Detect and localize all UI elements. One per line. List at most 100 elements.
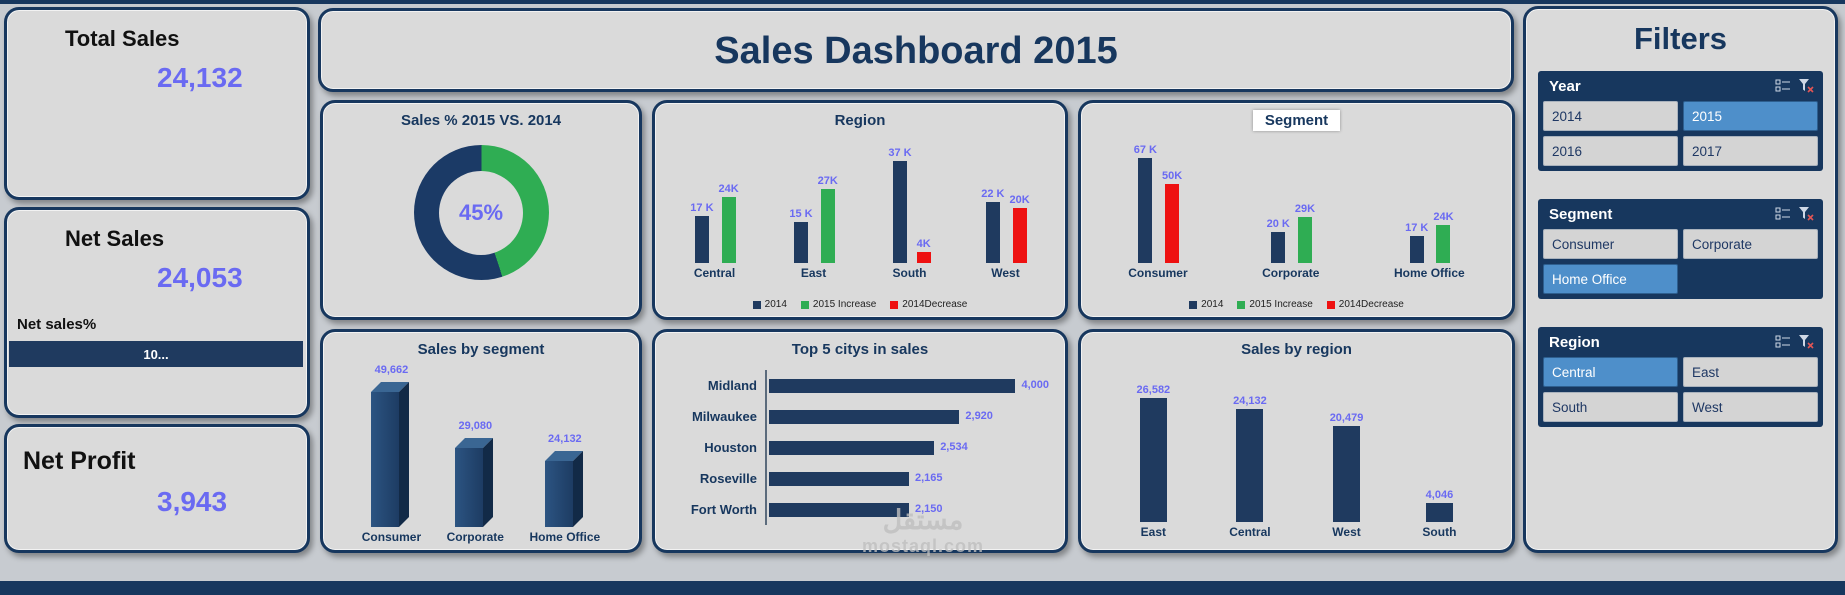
- clear-filter-icon[interactable]: [1798, 206, 1814, 222]
- bar-value-label: 2,534: [940, 440, 968, 453]
- clear-filter-icon[interactable]: [1798, 78, 1814, 94]
- slicer-region: Region Central East South West: [1538, 327, 1823, 427]
- bar-row: Fort Worth 2,150: [665, 494, 1049, 525]
- bar-rect: [1165, 184, 1180, 263]
- bar-face-front: [371, 392, 400, 527]
- bar-rect: [985, 202, 1000, 263]
- bar-3d: 29,080: [455, 359, 495, 527]
- slicer-segment-label: Segment: [1549, 205, 1613, 223]
- bottom-border-strip: [0, 581, 1845, 595]
- bar-group: 67 K 50K Consumer: [1128, 135, 1187, 280]
- bar-rect: [1333, 426, 1361, 522]
- slicer-region-header: Region: [1543, 327, 1818, 357]
- slicer-year-label: Year: [1549, 77, 1581, 95]
- bars: 20,479: [1330, 364, 1363, 522]
- slicer-options-1: Consumer Corporate Home Office: [1543, 229, 1818, 294]
- bar-value-label: 37 K: [888, 147, 912, 159]
- bar-rect: [721, 197, 736, 263]
- bar: 17 K: [1405, 222, 1428, 263]
- bar: 26,582: [1137, 384, 1170, 522]
- bar: 20,479: [1330, 412, 1363, 522]
- clear-filter-icon[interactable]: [1798, 334, 1814, 350]
- multiselect-icon[interactable]: [1775, 334, 1791, 350]
- filters-title: Filters: [1633, 21, 1728, 56]
- bar-rect: [892, 161, 907, 263]
- bar-rect: [769, 502, 909, 517]
- bars: 67 K 50K: [1134, 135, 1182, 263]
- filter-option-2014[interactable]: 2014: [1543, 101, 1678, 131]
- bar-row: Roseville 2,165: [665, 463, 1049, 494]
- category-label: Central: [693, 266, 736, 280]
- bar: 4K: [917, 238, 931, 263]
- category-label: Home Office: [1394, 266, 1465, 280]
- bar-value-label: 27K: [817, 175, 838, 187]
- bar: 24K: [719, 183, 739, 263]
- legend-label: 2015 Increase: [1249, 299, 1313, 310]
- bar-value-label: 29,080: [458, 420, 493, 432]
- segment-chart-body: 67 K 50K Consumer 20 K 29K Corporate 17 K 24K Ho…: [1081, 129, 1512, 280]
- bar-face-side: [483, 438, 494, 527]
- segment-chart-panel: Segment 67 K 50K Consumer 20 K 29K Corporate 1…: [1078, 100, 1515, 320]
- filter-option-2016[interactable]: 2016: [1543, 136, 1678, 166]
- kpi-net-profit-label: Net Profit: [23, 447, 136, 475]
- bar-value-label: 2,150: [915, 502, 943, 515]
- filter-option-2017[interactable]: 2017: [1683, 136, 1818, 166]
- donut-hole: 45%: [439, 170, 523, 255]
- bar-rect: [1425, 503, 1453, 522]
- bar-row: Houston 2,534: [665, 432, 1049, 463]
- filter-option-east[interactable]: East: [1683, 357, 1818, 387]
- multiselect-icon[interactable]: [1775, 78, 1791, 94]
- legend-swatch: [1237, 300, 1246, 309]
- legend-item: 2015 Increase: [1237, 299, 1313, 310]
- bars: 17 K 24K: [690, 135, 739, 263]
- bar-group: 17 K 24K Central: [690, 135, 738, 280]
- bar-row: Midland 4,000: [665, 370, 1049, 401]
- filter-option-south[interactable]: South: [1543, 392, 1678, 422]
- filter-option-central[interactable]: Central: [1543, 357, 1678, 387]
- slicer-segment-icons: [1775, 206, 1814, 222]
- legend-swatch: [752, 300, 761, 309]
- top5-cities-title: Top 5 citys in sales: [791, 341, 929, 358]
- kpi-total-sales-label: Total Sales: [65, 26, 180, 51]
- bar-3d: 49,662: [371, 359, 411, 527]
- bar-rect: [1297, 217, 1312, 263]
- bar-value-label: 50K: [1161, 170, 1183, 182]
- donut-chart-panel: Sales % 2015 VS. 2014 45%: [320, 100, 642, 320]
- category-label: East: [800, 266, 827, 280]
- filter-option-consumer[interactable]: Consumer: [1543, 229, 1678, 259]
- bars: 37 K 4K: [888, 135, 931, 263]
- bar: 29K: [1295, 203, 1315, 263]
- legend-label: 2014Decrease: [1338, 299, 1404, 310]
- bar: 4,046: [1425, 489, 1453, 522]
- bar-rect: [1138, 158, 1153, 263]
- bar-rect: [1409, 236, 1424, 263]
- bar-value-label: 22 K: [981, 188, 1005, 200]
- bar-value-label: 2,920: [965, 409, 993, 422]
- chart-legend: 2014 2015 Increase 2014Decrease: [1081, 299, 1512, 310]
- sales-by-region-title: Sales by region: [1241, 341, 1352, 358]
- filter-option-west[interactable]: West: [1683, 392, 1818, 422]
- filter-option-home-office[interactable]: Home Office: [1543, 264, 1678, 294]
- bar-rect: [769, 440, 935, 455]
- bar-group: 26,582 East: [1137, 364, 1171, 539]
- legend-item: 2014: [1189, 299, 1223, 310]
- bar-face-side: [572, 451, 583, 527]
- top-border-strip: [0, 0, 1845, 4]
- slicer-segment: Segment Consumer Corporate Home Office: [1538, 199, 1823, 299]
- filter-option-corporate[interactable]: Corporate: [1683, 229, 1818, 259]
- bar-rect: [916, 252, 931, 263]
- category-label: West: [1332, 525, 1361, 539]
- bar: 67 K: [1134, 144, 1157, 263]
- filter-option-2015[interactable]: 2015: [1683, 101, 1818, 131]
- bar-rect: [769, 409, 960, 424]
- segment-chart-title-text: Segment: [1252, 110, 1341, 131]
- bar-group: 20 K 29K Corporate: [1262, 135, 1319, 280]
- bar: 24K: [1433, 211, 1454, 263]
- multiselect-icon[interactable]: [1775, 206, 1791, 222]
- bar-rect: [769, 471, 909, 486]
- top5-cities-panel: Top 5 citys in sales Midland 4,000 Milwauk…: [652, 329, 1068, 553]
- bar-3d: 24,132: [544, 359, 585, 527]
- bar-rect: [1012, 208, 1027, 263]
- slicer-region-label: Region: [1549, 333, 1600, 351]
- kpi-net-sales-label: Net Sales: [65, 226, 165, 251]
